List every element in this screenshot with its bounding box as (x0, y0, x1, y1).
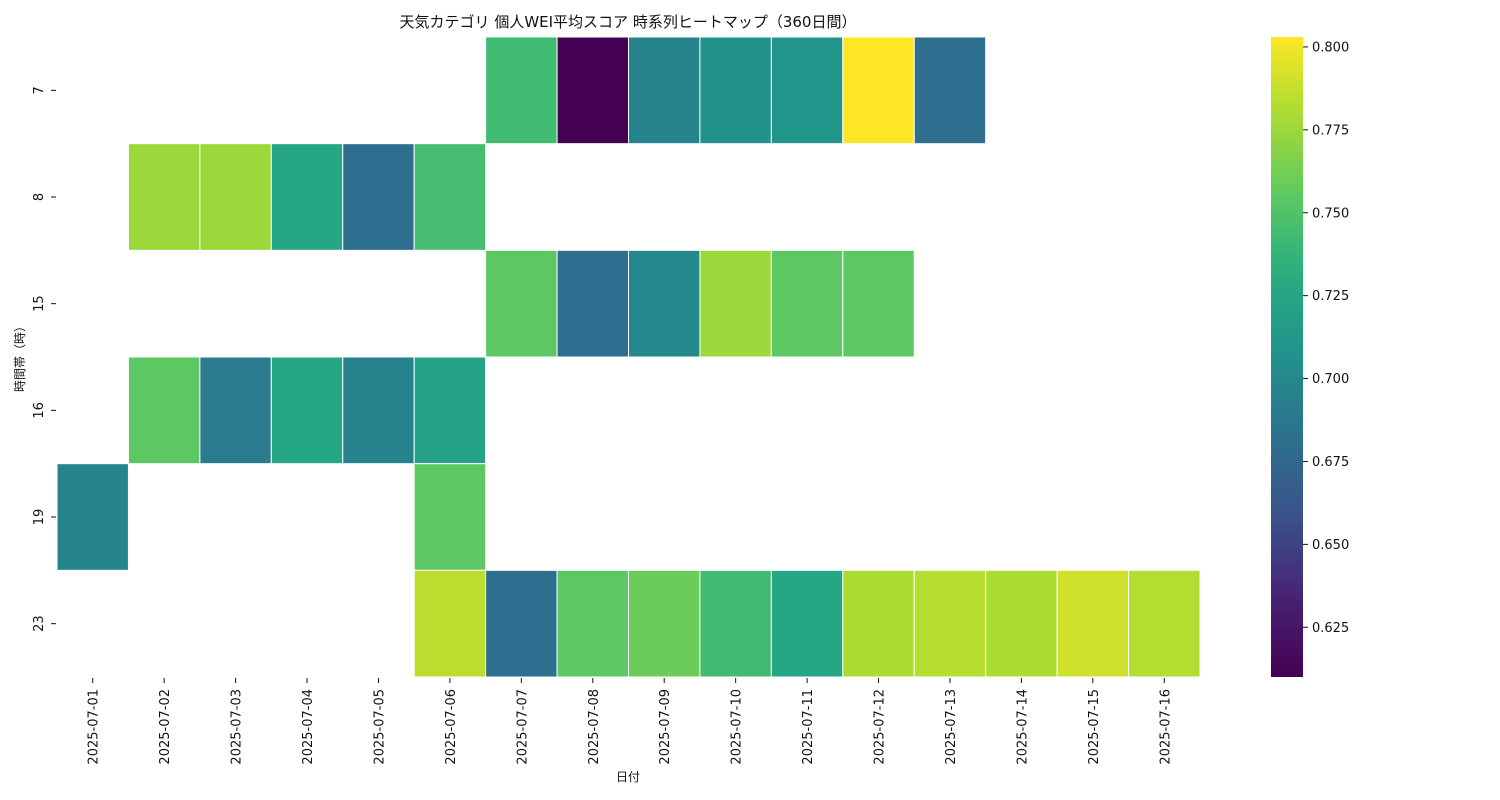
x-tick-label: 2025-07-05 (372, 689, 387, 765)
colorbar-tick-label: 0.750 (1312, 206, 1349, 221)
heatmap-cell (556, 36, 629, 145)
colorbar: 0.625 0.650 0.675 0.700 0.725 0.750 0.775 0.800 (1271, 37, 1349, 677)
x-tick-label: 2025-07-07 (515, 689, 530, 765)
y-tick-label: 8 (32, 193, 47, 201)
colorbar-tick-label: 0.650 (1312, 538, 1349, 553)
x-tick-label: 2025-07-11 (801, 689, 816, 765)
heatmap-cell (913, 36, 987, 145)
x-axis-label: 日付 (616, 770, 640, 784)
colorbar-tick-label: 0.625 (1312, 621, 1349, 636)
heatmap-cell (127, 356, 201, 465)
y-tick-label: 23 (32, 615, 47, 632)
heatmap-cell (699, 36, 772, 145)
heatmap-cell (556, 249, 629, 358)
y-axis: 7 8 15 16 19 23 (32, 86, 56, 632)
x-tick-label: 2025-07-02 (158, 689, 173, 765)
x-tick-label: 2025-07-10 (730, 689, 745, 765)
y-tick-label: 19 (32, 509, 47, 526)
heatmap-cell (628, 249, 701, 358)
heatmap-cell (842, 249, 915, 358)
x-tick-label: 2025-07-16 (1158, 689, 1173, 765)
heatmap-cell (270, 143, 344, 251)
x-tick-label: 2025-07-04 (301, 689, 316, 765)
x-tick-label: 2025-07-14 (1015, 689, 1030, 765)
heatmap-cell (556, 569, 629, 678)
y-tick-label: 16 (32, 402, 47, 419)
colorbar-gradient (1271, 37, 1303, 677)
heatmap-cell (985, 569, 1058, 678)
heatmap-cell (770, 36, 844, 145)
heatmap-cell (485, 249, 558, 358)
heatmap-cell (342, 143, 415, 251)
x-tick-label: 2025-07-01 (87, 689, 102, 765)
x-tick-label: 2025-07-03 (230, 689, 245, 765)
heatmap-cell (199, 143, 272, 251)
x-tick-label: 2025-07-15 (1087, 689, 1102, 765)
heatmap-cell (913, 569, 987, 678)
heatmap-cell (628, 36, 701, 145)
heatmap-cell (56, 463, 129, 571)
colorbar-tick-label: 0.725 (1312, 289, 1349, 304)
heatmap-cell (270, 356, 344, 465)
colorbar-tick-label: 0.775 (1312, 123, 1349, 138)
colorbar-tick-label: 0.800 (1312, 40, 1349, 55)
heatmap-cell (413, 143, 487, 251)
y-axis-label: 時間帯（時） (13, 320, 27, 392)
colorbar-tick-label: 0.700 (1312, 372, 1349, 387)
heatmap-cell (127, 143, 201, 251)
heatmap-cell (699, 569, 772, 678)
heatmap-cell (199, 356, 272, 465)
heatmap-cell (1056, 569, 1130, 678)
x-tick-label: 2025-07-09 (658, 689, 673, 765)
x-axis: 2025-07-01 2025-07-02 2025-07-03 2025-07-04… (87, 678, 1173, 765)
heatmap-cell (485, 569, 558, 678)
heatmap-cell (413, 569, 487, 678)
x-tick-label: 2025-07-08 (587, 689, 602, 765)
heatmap-cell (842, 569, 915, 678)
heatmap-cell (413, 463, 487, 571)
heatmap-cell (1128, 569, 1201, 678)
heatmap-cell (699, 249, 772, 358)
x-tick-label: 2025-07-12 (873, 689, 888, 765)
colorbar-tick-label: 0.675 (1312, 455, 1349, 470)
heatmap-cell (770, 569, 844, 678)
heatmap-cell (342, 356, 415, 465)
y-tick-label: 7 (32, 86, 47, 94)
y-tick-label: 15 (32, 295, 47, 312)
heatmap-cell (413, 356, 487, 465)
heatmap-cells (56, 36, 1201, 678)
x-tick-label: 2025-07-13 (944, 689, 959, 765)
heatmap-cell (770, 249, 844, 358)
x-tick-label: 2025-07-06 (444, 689, 459, 765)
heatmap-cell (485, 36, 558, 145)
chart-title: 天気カテゴリ 個人WEI平均スコア 時系列ヒートマップ（360日間） (400, 13, 857, 31)
heatmap-cell (628, 569, 701, 678)
heatmap-cell (842, 36, 915, 145)
